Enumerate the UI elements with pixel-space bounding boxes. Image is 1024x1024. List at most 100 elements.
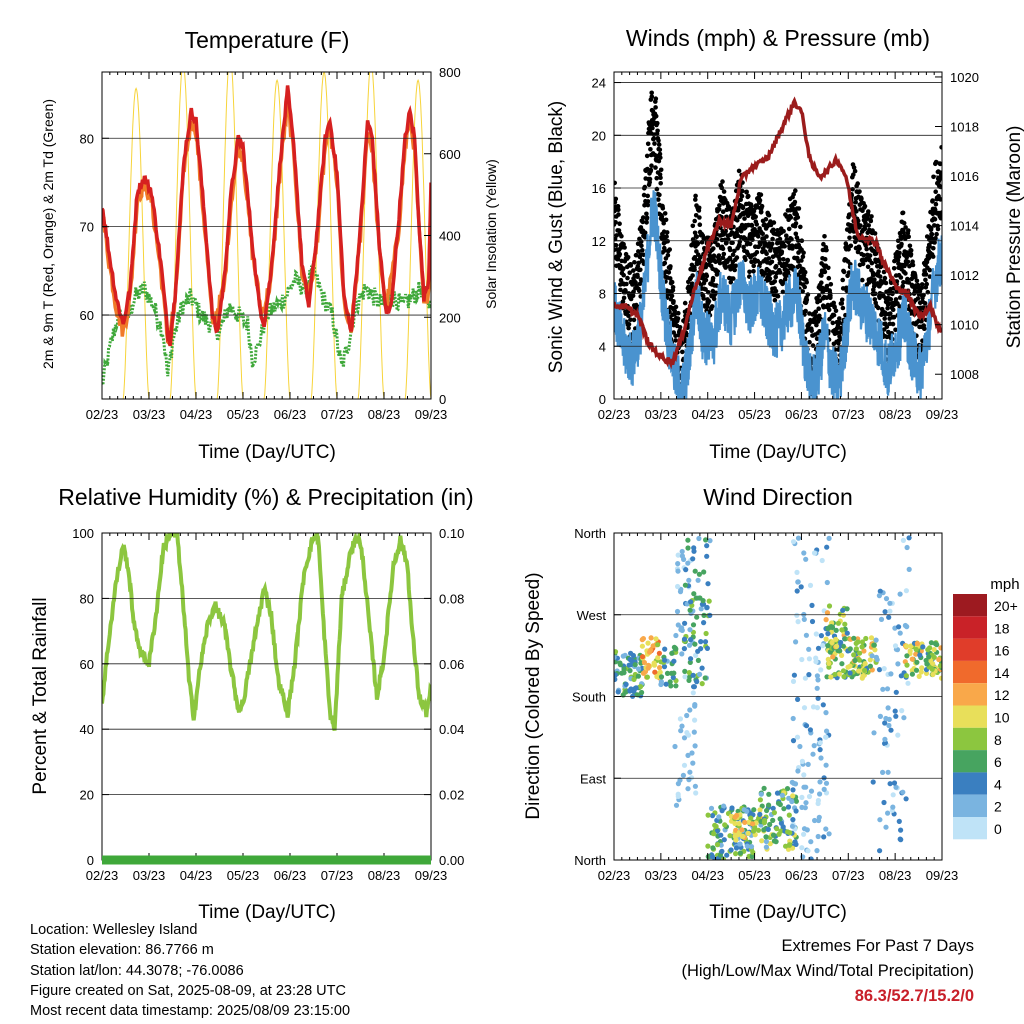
- gust-point: [649, 163, 654, 168]
- gust-point: [694, 234, 699, 240]
- direction-point: [825, 643, 831, 649]
- gust-point: [616, 212, 621, 217]
- gust-point: [695, 240, 701, 246]
- direction-point: [808, 856, 814, 860]
- y2-tick-label: 200: [439, 310, 461, 325]
- direction-point: [686, 642, 693, 648]
- direction-point: [699, 665, 705, 671]
- direction-point: [639, 689, 645, 696]
- x-tick-label: 05/23: [227, 407, 260, 422]
- gust-point: [869, 260, 875, 266]
- gust-point: [914, 278, 920, 284]
- direction-point: [686, 777, 692, 783]
- direction-point: [656, 650, 663, 656]
- direction-point: [759, 803, 765, 809]
- x-tick-label: 04/23: [691, 868, 724, 883]
- gust-point: [853, 199, 858, 205]
- gust-point: [663, 217, 669, 223]
- gust-point: [709, 304, 715, 309]
- direction-point: [702, 675, 708, 681]
- direction-point: [795, 696, 801, 703]
- gust-point: [614, 200, 618, 205]
- direction-point: [837, 648, 843, 654]
- gust-point: [621, 272, 626, 278]
- gust-point: [932, 240, 937, 245]
- gust-point: [642, 184, 648, 190]
- gust-point: [898, 275, 904, 280]
- direction-point: [789, 798, 795, 805]
- gust-point: [801, 250, 806, 255]
- direction-point: [705, 812, 711, 818]
- gust-point: [846, 247, 851, 252]
- extremes-title: Extremes For Past 7 Days: [781, 937, 974, 955]
- gust-point: [857, 246, 862, 251]
- direction-point: [805, 848, 811, 854]
- direction-point: [710, 845, 716, 851]
- y2-tick-label: 1008: [950, 367, 979, 382]
- y2-tick-label: 0.00: [439, 853, 464, 868]
- direction-point: [694, 679, 700, 685]
- gust-point: [868, 218, 874, 224]
- direction-point: [692, 783, 699, 789]
- direction-point: [675, 583, 681, 590]
- direction-point: [669, 650, 675, 656]
- gust-point: [888, 297, 894, 302]
- direction-point: [691, 684, 697, 690]
- y-tick-label: 20: [592, 128, 606, 143]
- x-tick-label: 06/23: [785, 407, 818, 422]
- direction-point: [698, 646, 704, 652]
- gust-point: [939, 176, 942, 181]
- gust-point: [726, 206, 732, 212]
- direction-point: [770, 832, 777, 838]
- gust-point: [692, 267, 697, 273]
- gust-point: [768, 245, 774, 250]
- x-tick-label: 07/23: [321, 868, 354, 883]
- gust-point: [711, 253, 717, 258]
- direction-point: [741, 807, 747, 813]
- gust-point: [618, 287, 623, 293]
- temperature-panel: Temperature (F) Time (Day/UTC) 2m & 9m T…: [40, 27, 499, 463]
- direction-point: [614, 672, 618, 678]
- gust-point: [852, 168, 858, 174]
- direction-point: [704, 645, 711, 652]
- temperature-ylabel: 2m & 9m T (Red, Orange) & 2m Td (Green): [40, 99, 56, 369]
- insolation-series: [122, 72, 431, 399]
- direction-point: [771, 810, 778, 816]
- gust-point: [682, 300, 688, 306]
- gust-point: [645, 199, 651, 204]
- direction-point: [791, 780, 797, 786]
- direction-point: [824, 728, 830, 734]
- x-tick-label: 06/23: [785, 868, 818, 883]
- direction-point: [692, 703, 698, 709]
- gust-point: [690, 273, 695, 278]
- gust-point: [705, 304, 710, 310]
- gust-point: [777, 270, 783, 275]
- gust-point: [753, 214, 758, 220]
- gust-point: [637, 281, 643, 287]
- gust-point: [727, 247, 733, 253]
- x-tick-label: 02/23: [86, 868, 119, 883]
- gust-point: [655, 128, 660, 134]
- direction-point: [798, 584, 804, 590]
- direction-point: [918, 669, 924, 675]
- direction-point: [929, 666, 935, 672]
- x-tick-label: 05/23: [738, 407, 771, 422]
- direction-point: [614, 649, 619, 655]
- direction-point: [823, 826, 829, 832]
- gust-point: [767, 276, 773, 281]
- gust-point: [666, 270, 672, 275]
- direction-point: [633, 685, 639, 691]
- direction-point: [895, 732, 901, 738]
- direction-point: [708, 805, 715, 812]
- gust-point: [782, 244, 787, 249]
- direction-point: [675, 561, 681, 567]
- gust-point: [658, 175, 663, 180]
- direction-point: [859, 639, 866, 645]
- x-tick-label: 08/23: [368, 868, 401, 883]
- gust-point: [772, 297, 778, 303]
- gust-point: [909, 276, 914, 282]
- direction-point: [805, 761, 811, 768]
- gust-point: [848, 243, 854, 249]
- direction-point: [885, 810, 891, 816]
- direction-point: [877, 713, 884, 720]
